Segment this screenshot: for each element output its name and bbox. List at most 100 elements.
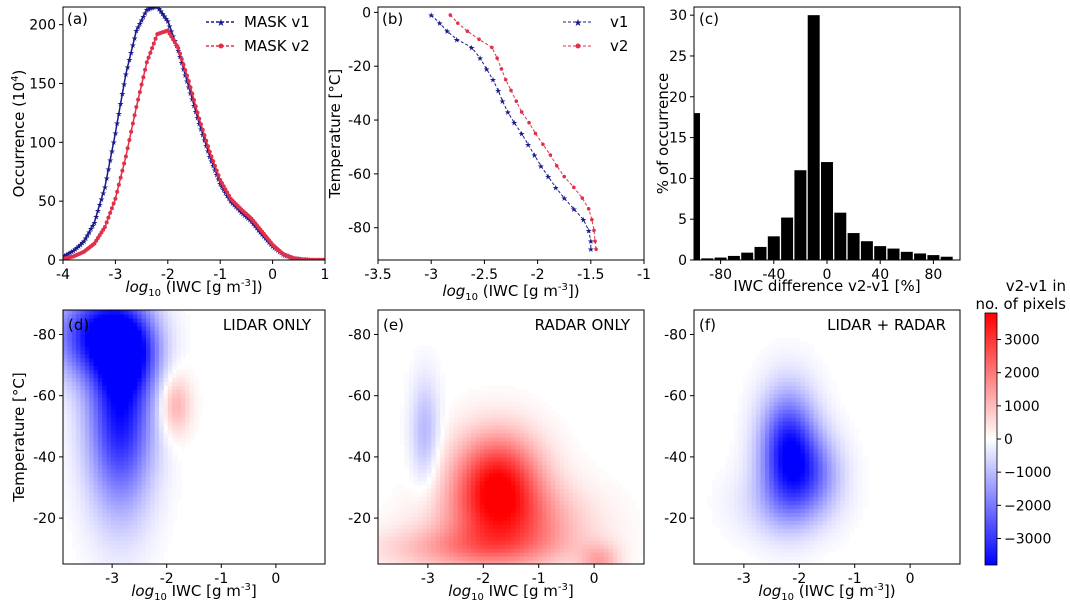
heatmap-cell: [124, 520, 130, 525]
heatmap-cell: [115, 496, 121, 502]
heatmap-cell: [106, 317, 112, 323]
heatmap-cell: [502, 480, 508, 486]
heatmap-cell: [97, 544, 103, 549]
heatmap-cell: [413, 437, 419, 442]
heatmap-cell: [760, 377, 766, 383]
heatmap-cell: [391, 516, 397, 521]
heatmap-cell: [76, 528, 82, 533]
heatmap-cell: [128, 488, 134, 494]
heatmap-cell: [720, 492, 726, 498]
heatmap-cell: [102, 381, 108, 387]
heatmap-cell: [172, 353, 178, 359]
heatmap-cell: [422, 413, 428, 418]
heatmap-cell: [440, 560, 446, 565]
heatmap-cell: [769, 421, 775, 426]
heatmap-cell: [132, 310, 138, 315]
heatmap-cell: [413, 524, 419, 529]
heatmap-cell: [386, 540, 392, 545]
heatmap-cell: [159, 329, 165, 335]
heatmap-cell: [409, 476, 415, 482]
heatmap-cell: [102, 444, 108, 450]
heatmap-cell: [533, 540, 539, 545]
heatmap-cell: [621, 524, 627, 529]
heatmap-cell: [426, 417, 432, 422]
heatmap-cell: [479, 504, 485, 510]
heatmap-cell: [533, 464, 539, 470]
panel-label-e: (e): [383, 316, 404, 334]
heatmap-cell: [413, 369, 419, 375]
heatmap-cell: [564, 532, 570, 537]
heatmap-cell: [720, 516, 726, 521]
heatmap-cell: [751, 425, 757, 430]
heatmap-cell: [546, 480, 552, 486]
heatmap-cell: [453, 409, 459, 414]
heatmap-cell: [502, 444, 508, 450]
heatmap-cell: [102, 508, 108, 514]
heatmap-cell: [773, 548, 779, 553]
heatmap-cell: [577, 552, 583, 557]
heatmap-cell: [422, 536, 428, 541]
heatmap-cell: [163, 448, 169, 454]
heatmap-cell: [457, 464, 463, 470]
heatmap-cell: [444, 444, 450, 450]
heatmap-cell: [124, 369, 130, 375]
heatmap-cell: [111, 484, 116, 490]
heatmap-cell: [435, 460, 441, 466]
heatmap-cell: [97, 520, 103, 525]
heatmap-cell: [639, 536, 645, 541]
heatmap-cell: [128, 373, 134, 379]
heatmap-cell: [119, 333, 125, 339]
heatmap-cell: [484, 409, 490, 414]
heatmap-cell: [395, 492, 401, 498]
heatmap-cell: [97, 369, 103, 375]
heatmap-cell: [119, 532, 125, 537]
heatmap-cell: [484, 397, 490, 402]
heatmap-cell: [145, 460, 151, 466]
heatmap-cell: [159, 540, 165, 545]
heatmap-cell: [431, 456, 437, 462]
heatmap-cell: [80, 377, 86, 383]
legend-label: MASK v1: [244, 13, 310, 31]
heatmap-cell: [167, 433, 173, 438]
heatmap-cell: [773, 464, 779, 470]
heatmap-cell: [409, 397, 415, 402]
heatmap-cell: [115, 337, 121, 343]
heatmap-cell: [71, 409, 77, 414]
heatmap-cell: [524, 516, 530, 521]
heatmap-cell: [93, 425, 99, 430]
heatmap-cell: [488, 552, 494, 557]
heatmap-cell: [185, 413, 191, 418]
heatmap-cell: [413, 349, 419, 355]
heatmap-cell: [511, 548, 517, 553]
x-axis-label-a: log10 (IWC [g m-3]): [125, 278, 262, 299]
heatmap-cell: [89, 468, 95, 474]
heatmap-cell: [555, 476, 561, 482]
heatmap-cell: [115, 552, 121, 557]
heatmap-cell: [515, 437, 521, 442]
heatmap-cell: [488, 389, 494, 394]
heatmap-cell: [404, 464, 410, 470]
heatmap-cell: [167, 496, 173, 502]
heatmap-cell: [515, 413, 521, 418]
heatmap-cell: [163, 333, 169, 339]
heatmap-cell: [404, 413, 410, 418]
heatmap-cell: [413, 476, 419, 482]
heatmap-cell: [71, 341, 77, 347]
heatmap-cell: [145, 472, 151, 478]
heatmap-cell: [93, 429, 99, 434]
heatmap-cell: [180, 321, 186, 327]
heatmap-cell: [141, 333, 147, 339]
heatmap-cell: [466, 476, 472, 482]
heatmap-cell: [128, 480, 134, 486]
heatmap-cell: [568, 516, 574, 521]
heatmap-cell: [115, 429, 121, 434]
heatmap-cell: [577, 540, 583, 545]
heatmap-cell: [145, 421, 151, 426]
heatmap-cell: [559, 500, 565, 506]
heatmap-cell: [115, 548, 121, 553]
heatmap-cell: [716, 524, 722, 529]
y-tick-label: 100: [29, 135, 56, 151]
histogram-bar: [767, 236, 780, 260]
heatmap-cell: [453, 437, 459, 442]
data-point: [134, 105, 139, 110]
